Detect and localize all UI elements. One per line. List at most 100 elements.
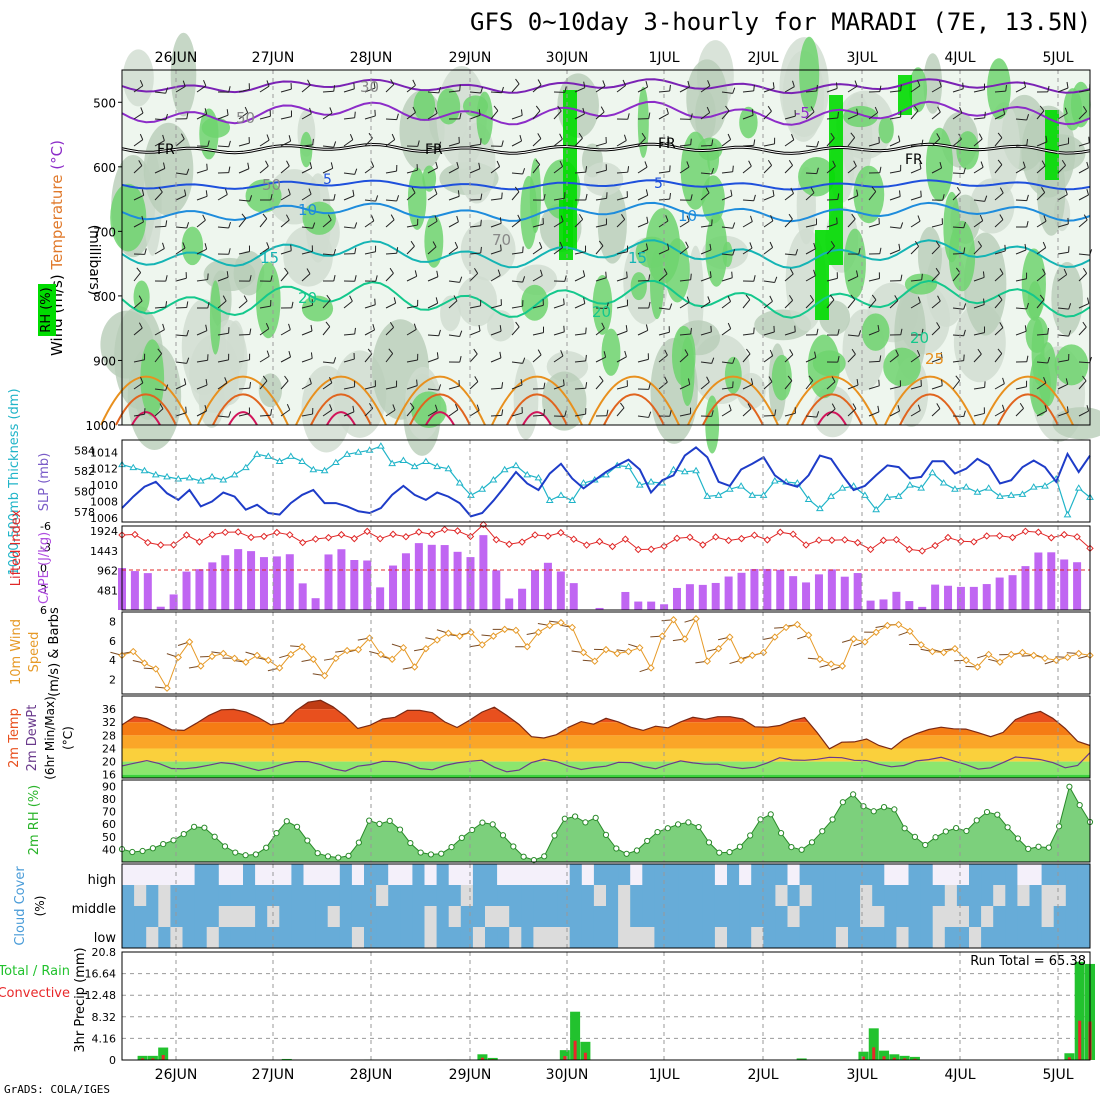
wind-barb-flag — [585, 408, 587, 415]
cloud-cell — [799, 885, 813, 906]
wind-barb-shaft — [868, 112, 878, 120]
wind-barb-flag — [157, 348, 163, 354]
wind-barb — [742, 403, 752, 417]
wind-barb-flag — [936, 133, 941, 139]
precip-total-bar — [1064, 1053, 1075, 1060]
slp-tick-label: 1010 — [90, 479, 118, 492]
wind-barb — [217, 86, 231, 93]
precip-total-bar — [281, 1058, 292, 1060]
thickness-series-marker — [861, 491, 869, 498]
wind-barb-flag — [711, 219, 713, 226]
wind-barb-flag — [878, 217, 880, 225]
wind-barb — [784, 325, 796, 336]
wind-barb-shaft — [154, 191, 163, 201]
wind-barb-flag — [222, 295, 227, 302]
wind-barb-shaft — [742, 247, 753, 255]
wind-barb-shaft — [385, 409, 396, 417]
wind-barb-flag — [139, 79, 144, 86]
wind-barb-flag — [789, 268, 794, 275]
wind-barb-shaft — [889, 386, 901, 390]
cape-bar — [879, 599, 888, 610]
wind-barb — [553, 192, 566, 201]
wind-barb-shaft — [511, 172, 523, 175]
wind-barb — [931, 162, 943, 174]
wind-barb-shaft — [847, 114, 859, 120]
wind-barb-flag — [285, 214, 290, 221]
wind-barb-shaft — [469, 353, 478, 363]
wind-barb-shaft — [1057, 359, 1069, 363]
wind-barb-shaft — [847, 334, 859, 337]
wind-barb — [805, 106, 815, 120]
cape-bar — [647, 601, 656, 610]
cloud-cell — [388, 906, 401, 927]
wind-barb-flag — [620, 402, 625, 409]
wind-barb-shaft — [553, 138, 563, 147]
cloud-cell — [642, 906, 655, 927]
wind-barb — [889, 380, 901, 390]
thickness-series-marker — [928, 468, 937, 476]
wind-barb-flag — [1022, 161, 1026, 168]
temperature-band — [122, 774, 1090, 778]
surface-wind-series-marker — [917, 641, 925, 649]
surface-wind-series-marker — [748, 651, 757, 660]
li-tick-label: 3 — [40, 583, 47, 596]
wind-barb-flag — [284, 267, 289, 274]
wind-barb-flag — [417, 218, 419, 225]
wind-barb-shaft — [1036, 361, 1048, 364]
wind-barb-shaft — [595, 111, 605, 120]
wind-barb-flag — [582, 107, 585, 115]
cloud-axis-label-2: (%) — [33, 896, 47, 917]
wind-barb-flag — [1026, 139, 1029, 146]
wind-barb-shaft — [763, 355, 774, 363]
wind-barb — [490, 140, 504, 147]
wind-barb-flag — [182, 242, 186, 249]
wind-barb-shaft — [301, 167, 312, 174]
isotherm-label: 20 — [298, 289, 317, 307]
wind-axis-label-1: 10m Wind — [9, 619, 24, 685]
wind-barb-flag — [829, 294, 835, 301]
surface-wind-series-marker — [467, 628, 475, 636]
wind-barb — [385, 113, 399, 121]
surface-wind-series-marker — [174, 653, 182, 662]
wind-barb-shaft — [343, 358, 355, 363]
cloud-cell — [388, 864, 401, 885]
wind-barb-shaft — [385, 139, 395, 147]
cloud-cell — [134, 864, 147, 885]
wind-barb-flag — [920, 379, 922, 387]
cape-bar — [247, 551, 256, 610]
wind-barb-shaft — [574, 113, 585, 120]
wind-barb — [826, 82, 838, 93]
wind-barb-shaft — [385, 219, 395, 228]
wind-barb — [973, 271, 985, 282]
rh-series-marker — [561, 815, 568, 822]
lifted-index-series-marker — [595, 537, 604, 546]
wind-barb — [679, 113, 693, 120]
isotherm-label: 5 — [323, 172, 332, 188]
thickness-series-marker — [1063, 510, 1072, 518]
cloud-cell — [412, 927, 425, 948]
cloud-cell — [509, 864, 522, 885]
wind-barb — [238, 213, 247, 228]
rh-moist-blob — [601, 328, 621, 376]
wind-barb-flag — [753, 327, 755, 334]
wind-barb — [385, 267, 394, 282]
cloud-cell — [993, 864, 1006, 885]
thickness-series-marker — [163, 472, 171, 480]
wind-barb-shaft — [259, 414, 271, 417]
wind-barb-shaft — [175, 306, 187, 309]
wind-barb-flag — [162, 162, 166, 169]
wind-barb — [154, 348, 163, 363]
cloud-cell — [654, 864, 667, 885]
wind-barb — [784, 349, 794, 363]
wind-barb-flag — [1066, 81, 1069, 89]
cape-bar — [685, 584, 694, 610]
wind-barb-shaft — [1057, 411, 1069, 417]
wind-barb — [406, 187, 416, 201]
wind-barb-flag — [879, 355, 882, 362]
cloud-cell — [884, 927, 897, 948]
wind-barb — [469, 324, 481, 336]
wind-barb-flag — [248, 83, 250, 90]
wind-barb-shaft — [154, 91, 166, 94]
wind-barb — [595, 409, 609, 417]
thickness-series-marker — [377, 442, 385, 449]
